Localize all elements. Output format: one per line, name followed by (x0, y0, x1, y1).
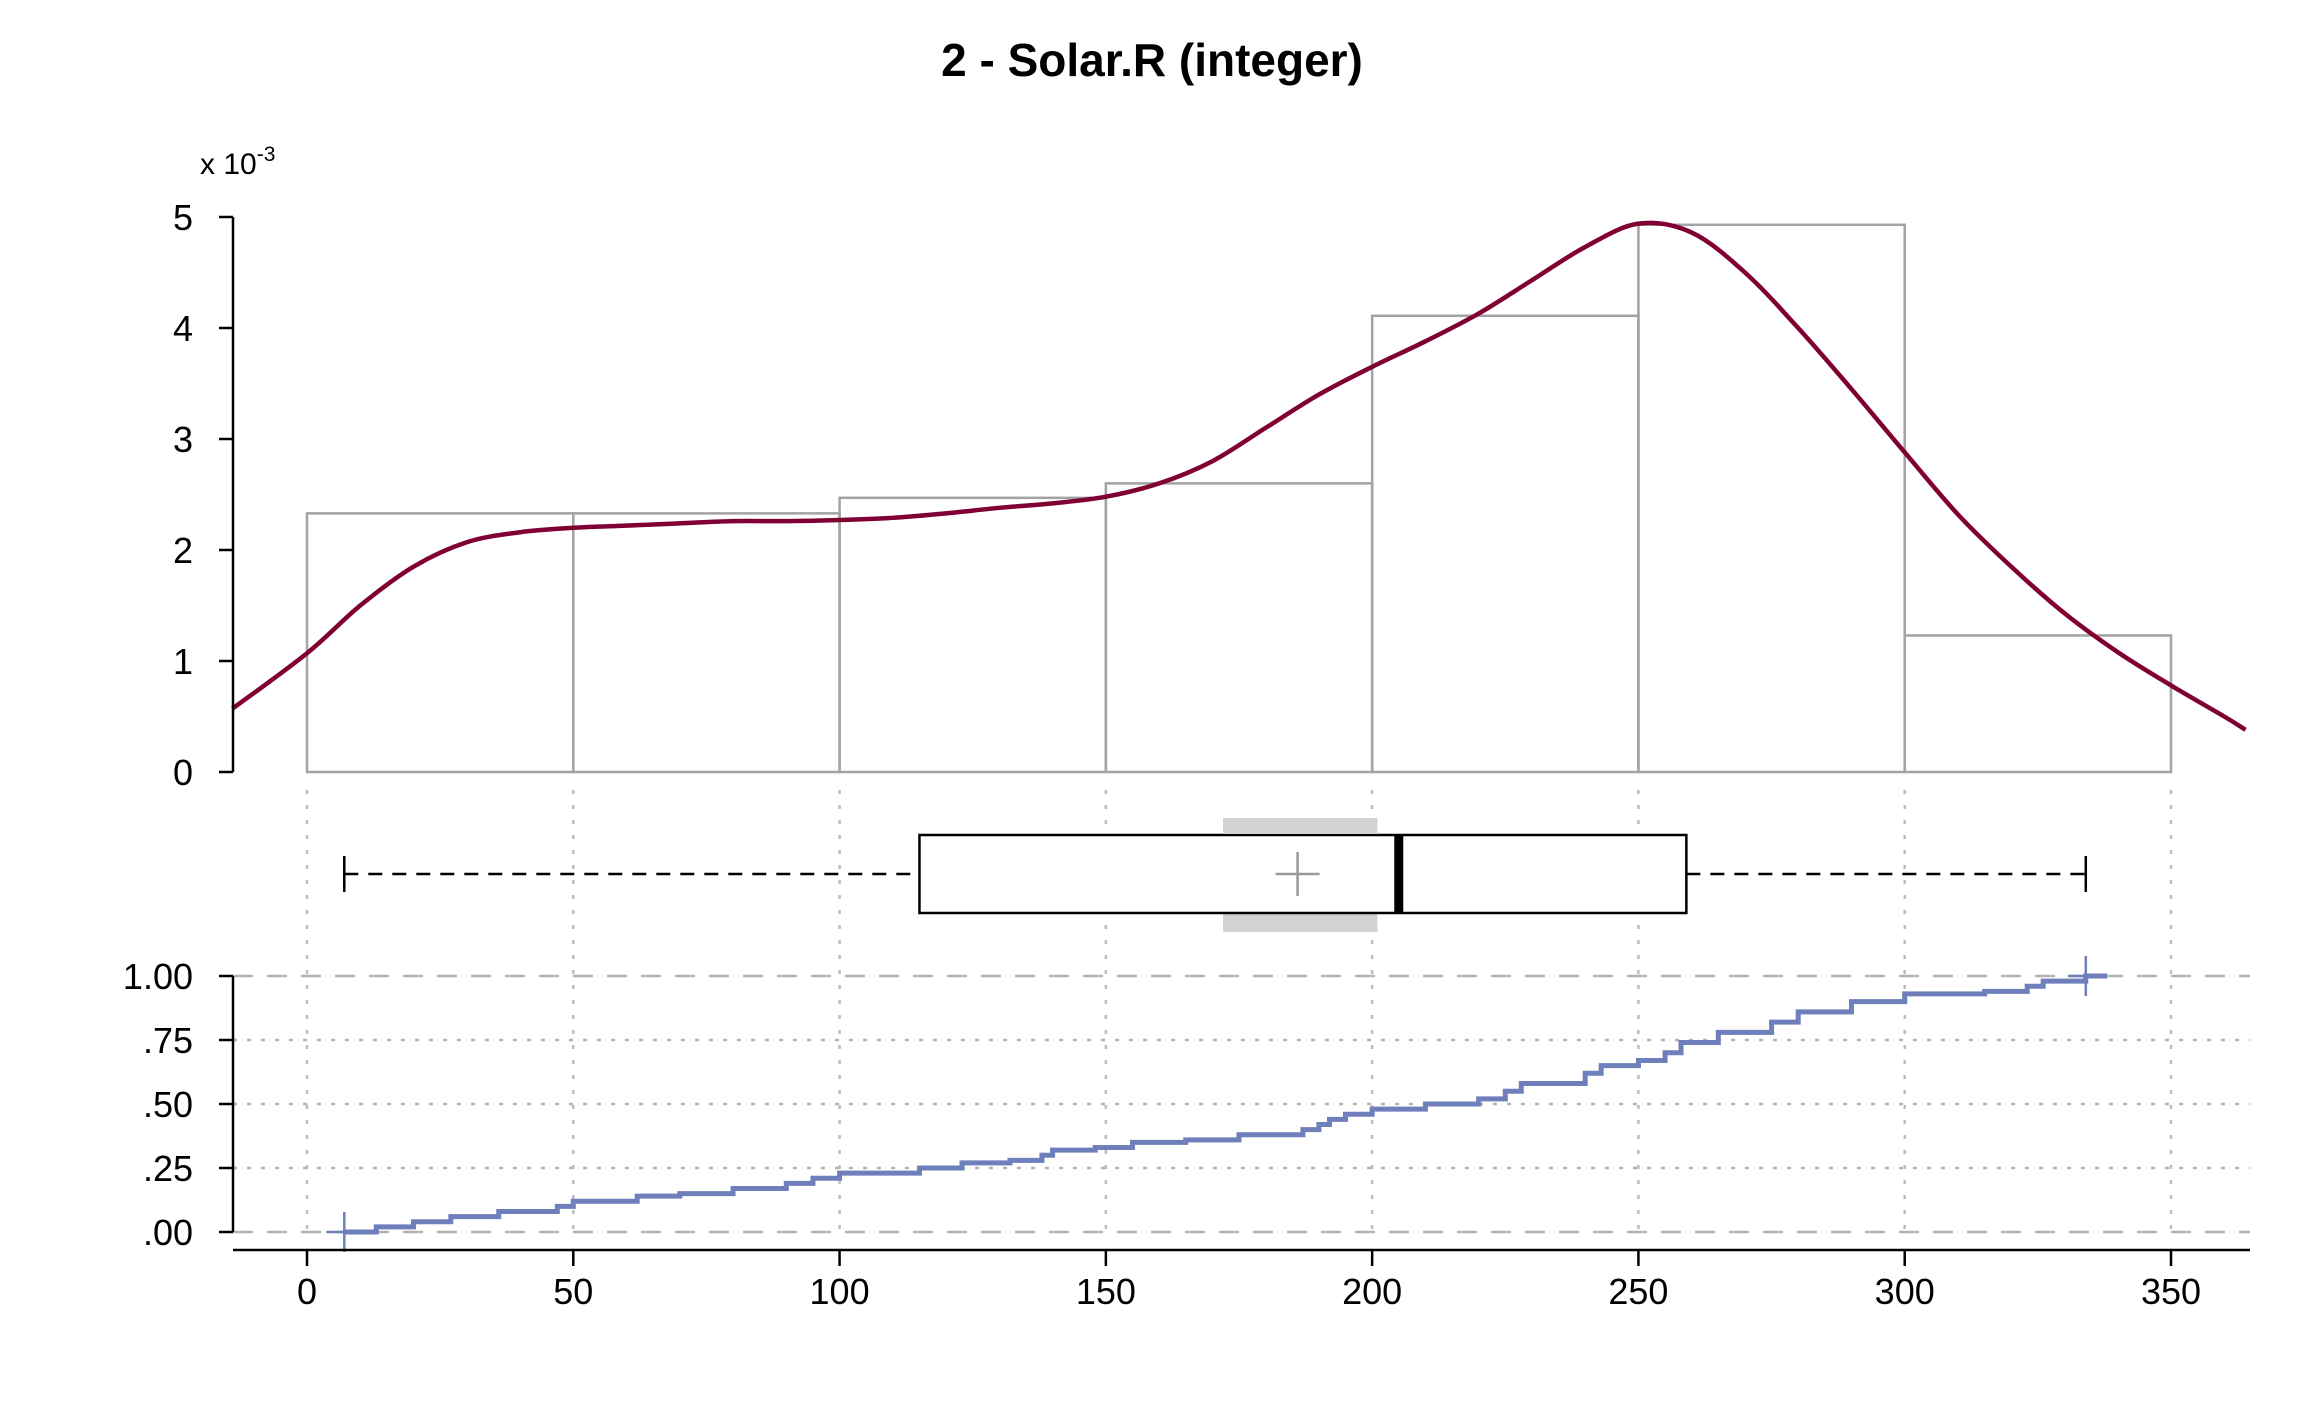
histogram-bar (1903, 634, 2173, 774)
x-axis: 0 50 100 150 200 250 300 350 (233, 1248, 2250, 1312)
x-tick-label: 50 (553, 1271, 593, 1312)
histogram-bar (1370, 314, 1640, 774)
y-multiplier-base: x 10 (200, 148, 257, 181)
ecdf-y-tick-label: .75 (143, 1020, 193, 1061)
x-ticks: 0 50 100 150 200 250 300 350 (297, 1250, 2201, 1312)
x-tick-label: 300 (1875, 1271, 1935, 1312)
ecdf-y-axis: 1.00 .75 .50 .25 .00 (123, 956, 235, 1253)
histogram-y-tick-label: 3 (173, 419, 193, 460)
histogram-panel: 0 1 2 3 4 5 x 10-3 (173, 143, 2247, 793)
boxplot-panel (343, 818, 2088, 932)
mean-confidence-band-bottom (1223, 916, 1378, 932)
chart-title: 2 - Solar.R (integer) (941, 34, 1363, 86)
ecdf-end-marks (326, 956, 2104, 1252)
x-tick-label: 0 (297, 1271, 317, 1312)
ecdf-y-tick-label: .00 (143, 1212, 193, 1253)
x-tick-label: 350 (2141, 1271, 2201, 1312)
histogram-y-tick-label: 2 (173, 530, 193, 571)
ecdf-horizontal-gridlines (233, 974, 2250, 1234)
ecdf-y-tick-label: .25 (143, 1148, 193, 1189)
x-tick-label: 150 (1076, 1271, 1136, 1312)
ecdf-y-tick-label: 1.00 (123, 956, 193, 997)
mean-confidence-band-top (1223, 818, 1378, 834)
histogram-bar (1637, 223, 1906, 774)
histogram-bar (1104, 482, 1374, 774)
x-tick-label: 200 (1342, 1271, 1402, 1312)
x-tick-label: 250 (1608, 1271, 1668, 1312)
ecdf-y-tick-label: .50 (143, 1084, 193, 1125)
x-tick-label: 100 (810, 1271, 870, 1312)
y-multiplier-exponent: -3 (257, 143, 276, 166)
histogram-y-axis: 0 1 2 3 4 5 (173, 197, 235, 793)
histogram-y-tick-label: 0 (173, 752, 193, 793)
ecdf-y-ticks: 1.00 .75 .50 .25 .00 (123, 956, 233, 1253)
histogram-bar (838, 496, 1108, 774)
ecdf-panel: 1.00 .75 .50 .25 .00 (123, 956, 2250, 1253)
histogram-bars (305, 223, 2173, 774)
histogram-y-tick-label: 4 (173, 308, 193, 349)
ecdf-step-line (344, 973, 2108, 1235)
histogram-bar (572, 512, 841, 774)
histogram-y-tick-label: 5 (173, 197, 193, 238)
density-curve (231, 220, 2247, 732)
histogram-y-ticks: 0 1 2 3 4 5 (173, 197, 233, 793)
histogram-y-tick-label: 1 (173, 641, 193, 682)
y-multiplier-label: x 10-3 (200, 143, 275, 181)
